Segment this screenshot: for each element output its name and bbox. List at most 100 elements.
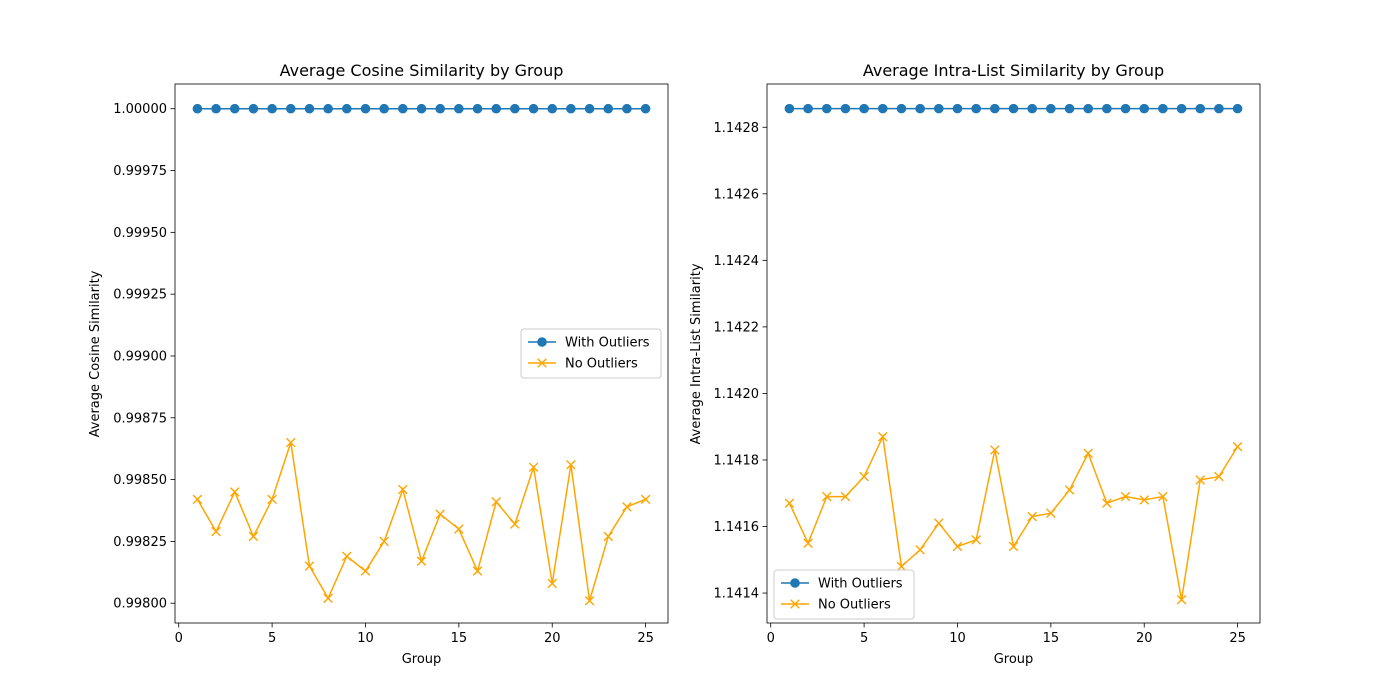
data-point: [971, 535, 981, 545]
data-point: [192, 494, 203, 505]
x-tick-label: 0: [767, 631, 775, 646]
data-point: [1139, 103, 1150, 114]
y-tick-label: 0.99925: [113, 288, 167, 303]
data-point: [971, 103, 981, 114]
data-point: [603, 531, 614, 542]
y-tick-label: 1.1414: [714, 587, 760, 602]
legend-swatch-marker: [537, 337, 547, 347]
x-tick-label: 15: [1043, 631, 1060, 646]
data-point: [803, 538, 813, 548]
data-point: [1008, 541, 1019, 552]
y-tick-label: 1.1420: [714, 387, 760, 402]
data-point: [342, 551, 352, 562]
data-point: [1008, 103, 1019, 114]
x-tick-label: 25: [1229, 631, 1246, 646]
data-point: [416, 556, 427, 566]
y-tick-label: 1.1424: [714, 254, 760, 269]
x-tick-label: 10: [357, 631, 374, 646]
data-point: [435, 509, 445, 520]
data-point: [472, 103, 483, 114]
legend-swatch-marker: [790, 578, 800, 588]
data-point: [877, 103, 888, 114]
data-point: [896, 103, 907, 114]
data-point: [952, 541, 963, 552]
data-point: [1232, 103, 1243, 114]
data-point: [285, 103, 296, 114]
x-axis-label: Group: [994, 652, 1034, 667]
data-point: [566, 459, 576, 470]
data-point: [398, 484, 408, 495]
legend-swatch-marker: [790, 599, 800, 609]
data-point: [1120, 103, 1131, 114]
data-point: [990, 103, 1000, 114]
data-point: [510, 519, 520, 529]
data-point: [1027, 511, 1037, 522]
data-point: [416, 103, 427, 114]
data-point: [360, 566, 371, 576]
data-point: [454, 103, 464, 114]
data-point: [454, 524, 464, 534]
y-tick-label: 1.1422: [714, 320, 760, 335]
data-point: [821, 103, 832, 114]
data-point: [1158, 491, 1168, 502]
y-tick-label: 0.99900: [113, 349, 167, 364]
y-axis-label: Average Cosine Similarity: [88, 270, 103, 437]
data-point: [267, 494, 277, 505]
data-point: [211, 526, 221, 537]
data-point: [784, 103, 795, 114]
data-point: [840, 491, 851, 502]
data-point: [1120, 491, 1131, 502]
data-point: [1064, 485, 1075, 495]
legend: With Outliers No Outliers: [773, 569, 915, 620]
x-tick-label: 20: [544, 631, 561, 646]
data-point: [1027, 103, 1037, 114]
data-point: [1102, 498, 1112, 509]
y-tick-label: 0.99800: [113, 597, 167, 612]
data-point: [1195, 103, 1206, 114]
legend-swatch-marker: [537, 358, 547, 368]
data-point: [584, 595, 595, 606]
y-tick-label: 1.1416: [714, 520, 760, 535]
y-axis-label: Average Intra-List Similarity: [689, 263, 704, 444]
data-point: [821, 491, 832, 502]
data-point: [379, 103, 389, 114]
data-point: [1232, 441, 1243, 452]
x-tick-label: 0: [175, 631, 183, 646]
data-point: [584, 103, 595, 114]
y-tick-label: 0.99825: [113, 535, 167, 550]
data-point: [784, 498, 795, 509]
legend-label: With Outliers: [565, 336, 650, 351]
data-point: [990, 445, 1000, 455]
plot-area-frame: [766, 83, 1261, 624]
y-tick-label: 0.99950: [113, 226, 167, 241]
data-point: [952, 103, 963, 114]
data-point: [1046, 508, 1056, 518]
y-tick-label: 0.99875: [113, 411, 167, 426]
x-tick-label: 5: [268, 631, 276, 646]
y-tick-label: 1.1418: [714, 453, 760, 468]
data-point: [1139, 495, 1150, 505]
data-point: [1083, 103, 1093, 114]
y-tick-label: 0.99975: [113, 164, 167, 179]
x-tick-label: 10: [949, 631, 966, 646]
data-point: [528, 103, 539, 114]
data-point: [360, 103, 371, 114]
data-point: [510, 103, 520, 114]
legend: With Outliers No Outliers: [520, 328, 662, 379]
data-point: [285, 437, 296, 448]
plot-area-frame: [174, 83, 669, 624]
data-point: [1064, 103, 1075, 114]
data-point: [915, 545, 925, 555]
data-point: [304, 561, 315, 571]
data-point: [229, 487, 240, 497]
legend-label: No Outliers: [818, 598, 891, 613]
data-point: [1176, 594, 1187, 605]
data-point: [566, 103, 576, 114]
data-point: [1102, 103, 1112, 114]
x-tick-label: 5: [860, 631, 868, 646]
data-point: [547, 103, 558, 114]
data-point: [603, 103, 614, 114]
data-point: [211, 103, 221, 114]
data-point: [803, 103, 813, 114]
